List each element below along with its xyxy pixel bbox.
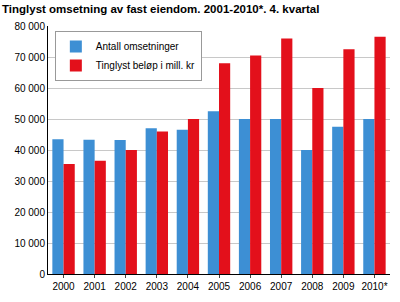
svg-text:2008: 2008 (301, 281, 324, 292)
svg-text:2006: 2006 (239, 281, 262, 292)
svg-text:2009: 2009 (332, 281, 355, 292)
svg-text:30 000: 30 000 (14, 176, 45, 187)
svg-text:0: 0 (39, 269, 45, 280)
svg-text:2010*: 2010* (361, 281, 387, 292)
svg-text:2007: 2007 (270, 281, 293, 292)
svg-text:2002: 2002 (115, 281, 138, 292)
svg-text:2001: 2001 (84, 281, 107, 292)
svg-text:2000: 2000 (52, 281, 75, 292)
svg-text:10 000: 10 000 (14, 238, 45, 249)
svg-text:20 000: 20 000 (14, 207, 45, 218)
svg-text:2004: 2004 (177, 281, 200, 292)
svg-text:Tinglyst beløp i mill. kr: Tinglyst beløp i mill. kr (96, 60, 195, 71)
svg-text:40 000: 40 000 (14, 145, 45, 156)
svg-text:2003: 2003 (146, 281, 169, 292)
svg-text:60 000: 60 000 (14, 83, 45, 94)
svg-text:2005: 2005 (208, 281, 231, 292)
svg-text:Antall omsetninger: Antall omsetninger (96, 41, 179, 52)
svg-text:Tinglyst omsetning av fast eie: Tinglyst omsetning av fast eiendom. 2001… (2, 3, 319, 15)
svg-text:70 000: 70 000 (14, 52, 45, 63)
svg-text:80 000: 80 000 (14, 21, 45, 32)
svg-text:50 000: 50 000 (14, 114, 45, 125)
